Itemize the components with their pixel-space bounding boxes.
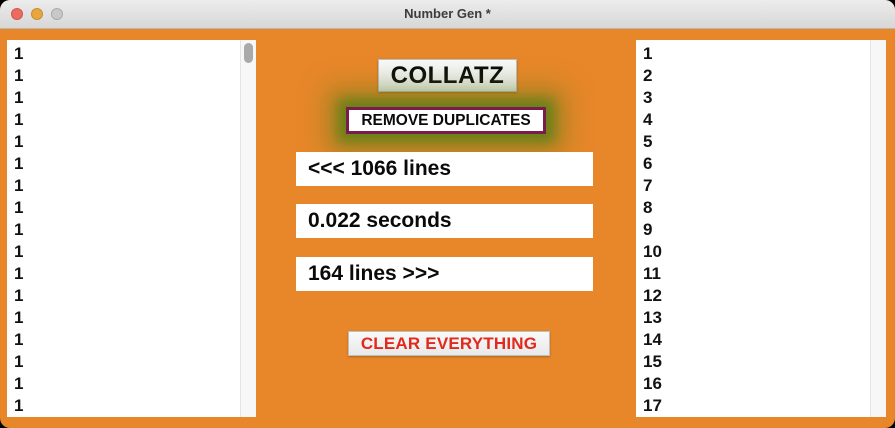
close-button[interactable] bbox=[11, 8, 23, 20]
list-line: 1 bbox=[14, 286, 24, 305]
list-line: 8 bbox=[643, 198, 653, 217]
list-line: 1 bbox=[14, 44, 24, 63]
window-title: Number Gen * bbox=[404, 6, 491, 21]
list-line: 1 bbox=[14, 352, 24, 371]
minimize-button[interactable] bbox=[31, 8, 43, 20]
list-line: 1 bbox=[14, 132, 24, 151]
output-textarea[interactable]: 1 2 3 4 5 6 7 8 9 10 11 12 13 14 15 16 17 bbox=[636, 40, 886, 417]
list-line: 1 bbox=[14, 220, 24, 239]
list-line: 4 bbox=[643, 110, 653, 129]
list-line: 11 bbox=[643, 264, 661, 283]
list-line: 13 bbox=[643, 308, 662, 327]
input-scrollbar-track[interactable] bbox=[240, 40, 256, 417]
list-line: 1 bbox=[14, 110, 24, 129]
list-line: 1 bbox=[14, 330, 24, 349]
list-line: 2 bbox=[643, 66, 653, 85]
list-line: 1 bbox=[14, 154, 24, 173]
input-scrollbar-thumb[interactable] bbox=[244, 43, 253, 63]
list-line: 1 bbox=[14, 308, 24, 327]
list-line: 1 bbox=[643, 44, 653, 63]
output-line-count-label: 164 lines >>> bbox=[296, 257, 593, 291]
clear-everything-button[interactable]: CLEAR EVERYTHING bbox=[348, 331, 550, 356]
list-line: 3 bbox=[643, 88, 653, 107]
list-line: 1 bbox=[14, 242, 24, 261]
collatz-button[interactable]: COLLATZ bbox=[378, 59, 517, 92]
list-line: 1 bbox=[14, 198, 24, 217]
list-line: 1 bbox=[14, 396, 24, 415]
list-line: 14 bbox=[643, 330, 662, 349]
input-lines: 1 1 1 1 1 1 1 1 1 1 1 1 1 1 1 1 1 bbox=[7, 40, 240, 417]
list-line: 1 bbox=[14, 176, 24, 195]
input-line-count-label: <<< 1066 lines bbox=[296, 152, 593, 186]
elapsed-time-label: 0.022 seconds bbox=[296, 204, 593, 238]
list-line: 6 bbox=[643, 154, 653, 173]
list-line: 1 bbox=[14, 66, 24, 85]
list-line: 9 bbox=[643, 220, 653, 239]
list-line: 1 bbox=[14, 88, 24, 107]
list-line: 5 bbox=[643, 132, 653, 151]
output-lines: 1 2 3 4 5 6 7 8 9 10 11 12 13 14 15 16 17 bbox=[636, 40, 870, 417]
zoom-button[interactable] bbox=[51, 8, 63, 20]
list-line: 12 bbox=[643, 286, 662, 305]
output-scrollbar-track[interactable] bbox=[870, 40, 886, 417]
remove-duplicates-button[interactable]: REMOVE DUPLICATES bbox=[346, 107, 546, 134]
list-line: 1 bbox=[14, 374, 24, 393]
list-line: 1 bbox=[14, 264, 24, 283]
list-line: 16 bbox=[643, 374, 662, 393]
list-line: 7 bbox=[643, 176, 653, 195]
title-bar: Number Gen * bbox=[0, 0, 895, 29]
input-textarea[interactable]: 1 1 1 1 1 1 1 1 1 1 1 1 1 1 1 1 1 bbox=[7, 40, 256, 417]
list-line: 17 bbox=[643, 396, 662, 415]
window-controls bbox=[11, 8, 63, 20]
list-line: 15 bbox=[643, 352, 662, 371]
list-line: 10 bbox=[643, 242, 662, 261]
